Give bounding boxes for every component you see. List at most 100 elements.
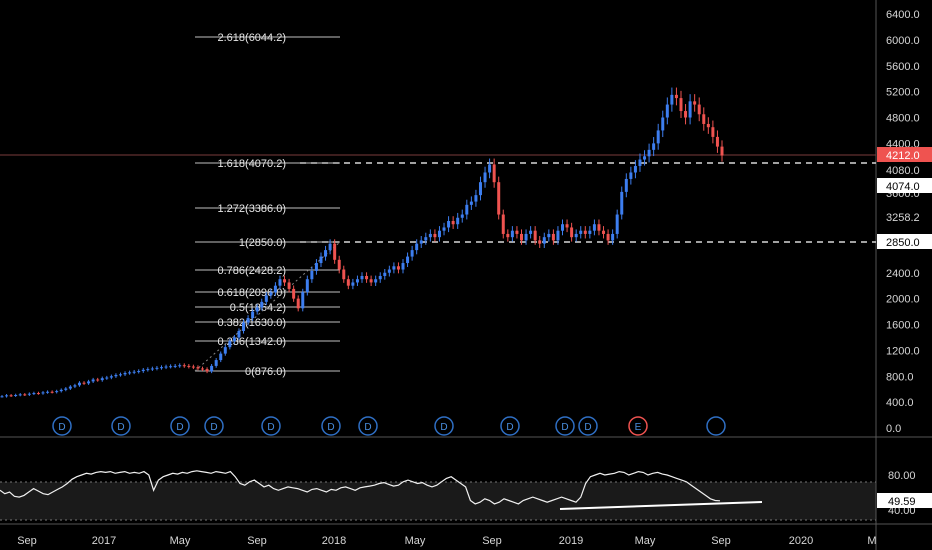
rsi-band (0, 482, 876, 520)
candle-body (150, 368, 154, 370)
event-marker-label: D (364, 422, 371, 433)
candle-body (310, 270, 314, 280)
fib-level-label: 0.618(2096.0) (218, 287, 287, 299)
candle-body (533, 230, 537, 241)
candle-body (41, 392, 45, 394)
y-tick-label: 4080.0 (886, 165, 920, 177)
price-tag (877, 178, 932, 193)
fib-level-label: 0.382(1630.0) (218, 317, 287, 329)
y-tick-label: 3258.2 (886, 212, 920, 224)
candle-body (483, 172, 487, 183)
candle-body (478, 182, 482, 196)
candle-body (542, 237, 546, 244)
candle-body (87, 381, 91, 384)
candle-body (529, 230, 533, 234)
candle-body (602, 230, 606, 234)
candle-body (506, 233, 510, 238)
candle-body (720, 146, 724, 156)
candle-body (164, 366, 168, 368)
candle-body (565, 224, 569, 228)
candle-body (73, 385, 77, 387)
candle-body (105, 377, 109, 379)
candle-body (314, 263, 318, 271)
candle-body (32, 393, 36, 395)
candle-body (684, 111, 688, 118)
candle-body (219, 353, 223, 361)
candle-body (579, 230, 583, 234)
candle-body (702, 114, 706, 124)
candle-body (706, 123, 710, 128)
candle-body (292, 288, 296, 299)
fib-level-label: 0(876.0) (245, 366, 286, 378)
event-marker-label: D (210, 422, 217, 433)
price-tag (877, 147, 932, 162)
candle-body (369, 279, 373, 283)
candle-body (9, 395, 13, 397)
candle-body (191, 366, 195, 368)
candle-body (64, 388, 68, 390)
candle-body (342, 269, 346, 280)
dividend-marker (555, 416, 575, 436)
x-tick-label: May (405, 535, 426, 547)
candle-body (36, 393, 40, 395)
candle-body (424, 237, 428, 241)
candle-body (679, 98, 683, 112)
candle-body (474, 195, 478, 202)
candle-body (159, 367, 163, 369)
candle-body (0, 396, 4, 398)
candle-body (351, 282, 355, 286)
candle-body (96, 379, 100, 381)
candle-body (415, 243, 419, 251)
candle-body (611, 233, 615, 241)
y-tick-label: 6400.0 (886, 9, 920, 21)
candle-body (688, 101, 692, 118)
dividend-marker (261, 416, 281, 436)
x-tick-label: Sep (17, 535, 37, 547)
candle-body (169, 366, 173, 368)
candle-body (460, 214, 464, 218)
candle-body (155, 367, 159, 369)
candle-body (538, 240, 542, 244)
candle-body (319, 256, 323, 264)
candle-body (301, 292, 305, 309)
y-tick-label: 5200.0 (886, 87, 920, 99)
candle-body (570, 227, 574, 238)
candle-body (588, 230, 592, 234)
candle-body (437, 230, 441, 238)
dividend-marker (358, 416, 378, 436)
x-tick-label: M (867, 535, 876, 547)
candle-body (615, 214, 619, 234)
candle-body (428, 233, 432, 238)
candle-body (624, 178, 628, 192)
y-tick-label: 5600.0 (886, 61, 920, 73)
candle-body (597, 224, 601, 231)
event-marker-label: D (58, 422, 65, 433)
candle-body (551, 233, 555, 241)
y-tick-label: 1600.0 (886, 320, 920, 332)
event-marker-label: D (327, 422, 334, 433)
event-marker-label: D (176, 422, 183, 433)
dividend-marker (578, 416, 598, 436)
dividend-marker (52, 416, 72, 436)
event-marker-label: E (635, 422, 642, 433)
candle-body (333, 243, 337, 260)
candle-body (374, 279, 378, 283)
event-marker-label: D (584, 422, 591, 433)
candle-body (606, 233, 610, 241)
candle-body (283, 279, 287, 283)
candle-body (232, 337, 236, 342)
candle-body (492, 164, 496, 183)
candle-body (620, 191, 624, 215)
candle-body (242, 322, 246, 331)
candle-body (419, 240, 423, 244)
x-tick-label: 2018 (322, 535, 346, 547)
candle-body (178, 365, 182, 367)
candle-body (18, 394, 22, 396)
candle-body (697, 104, 701, 115)
fib-level-label: 0.236(1342.0) (218, 336, 287, 348)
candle-body (82, 382, 86, 384)
candle-body (50, 391, 54, 393)
candle-body (574, 233, 578, 238)
rsi-trendline (559, 501, 763, 510)
